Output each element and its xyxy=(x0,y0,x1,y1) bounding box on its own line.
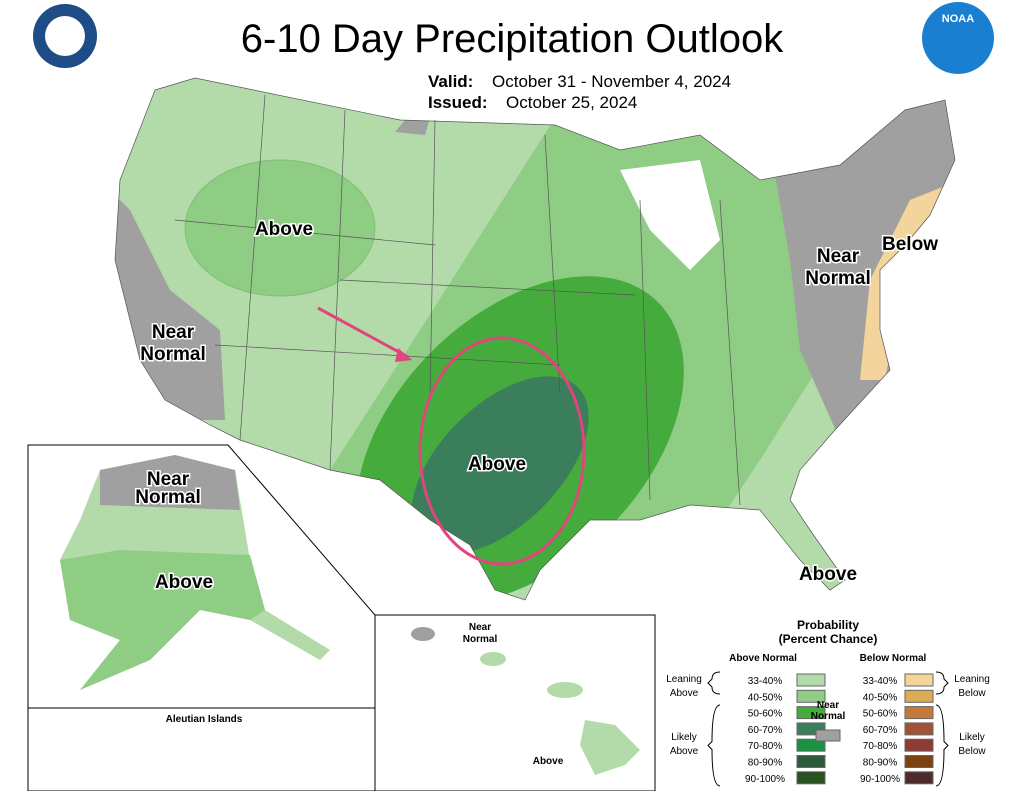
above-60-area xyxy=(411,376,589,554)
legend-subtitle: (Percent Chance) xyxy=(779,632,878,646)
legend-brace xyxy=(935,671,949,695)
region-label: Normal xyxy=(135,487,200,508)
alaska-above xyxy=(60,550,265,690)
legend-item-label: 33-40% xyxy=(863,676,898,687)
region-label: Above xyxy=(155,572,213,593)
legend-item-label: 70-80% xyxy=(863,741,898,752)
legend-item-label: 90-100% xyxy=(860,774,900,785)
region-label: Above xyxy=(255,219,313,240)
hawaii-label: Above xyxy=(533,756,564,767)
above-west-area xyxy=(184,159,376,297)
issued-date: October 25, 2024 xyxy=(506,93,637,112)
legend-item-label: 40-50% xyxy=(863,692,898,703)
legend-near-label: Near xyxy=(817,700,839,711)
kauai xyxy=(411,627,435,641)
noaa-logo xyxy=(922,2,994,74)
legend-swatch xyxy=(904,673,934,687)
commerce-logo-inner xyxy=(45,16,85,56)
legend-brace xyxy=(935,704,949,787)
legend-brace xyxy=(707,704,721,787)
arrow-head xyxy=(395,348,412,362)
legend-item-label: 33-40% xyxy=(748,676,783,687)
region-label: Above xyxy=(468,454,526,475)
legend-swatch xyxy=(796,771,826,785)
region-label: Below xyxy=(882,234,938,255)
legend-near-label: Normal xyxy=(811,711,846,722)
title: 6-10 Day Precipitation Outlook xyxy=(241,17,785,61)
legend-group: Below xyxy=(958,688,986,699)
legend-near-swatch xyxy=(815,729,841,742)
issued-label: Issued: xyxy=(428,93,488,112)
legend-swatch xyxy=(796,755,826,768)
legend-item-label: 70-80% xyxy=(748,741,783,752)
legend-swatch xyxy=(904,755,934,768)
legend-item-label: 80-90% xyxy=(748,758,783,769)
us-outline xyxy=(114,77,956,601)
state-lines xyxy=(174,94,741,506)
legend-brace xyxy=(707,671,721,695)
legend-item-label: 60-70% xyxy=(863,725,898,736)
alaska-near xyxy=(100,455,240,510)
legend-swatch xyxy=(796,738,826,752)
legend-group: Leaning xyxy=(666,674,702,685)
aleutian-label: Aleutian Islands xyxy=(166,714,243,725)
noaa-logo-text: NOAA xyxy=(942,13,974,25)
maui xyxy=(547,682,583,698)
legend-item-label: 50-60% xyxy=(863,709,898,720)
legend-swatch xyxy=(904,722,934,736)
legend-swatch xyxy=(904,738,934,752)
legend-group: Likely xyxy=(959,732,985,743)
legend-group: Below xyxy=(958,746,986,757)
legend-group: Leaning xyxy=(954,674,990,685)
big-island xyxy=(580,720,640,775)
legend-swatch xyxy=(904,706,934,720)
highlight-ellipse xyxy=(418,336,586,566)
hawaii-label: Near xyxy=(469,622,491,633)
near-normal-north xyxy=(395,118,430,135)
hawaii-inset xyxy=(374,614,656,791)
valid-label: Valid: xyxy=(428,72,473,91)
legend-group: Above xyxy=(670,746,699,757)
legend-item-label: 60-70% xyxy=(748,725,783,736)
region-label: Near xyxy=(152,322,195,343)
legend-swatch xyxy=(796,689,826,703)
region-label: Near xyxy=(817,246,860,267)
great-lakes xyxy=(620,160,720,270)
legend-header: Below Normal xyxy=(860,653,927,664)
legend-item-label: 50-60% xyxy=(748,709,783,720)
region-label: Normal xyxy=(805,268,870,289)
oahu xyxy=(480,652,506,666)
legend-swatch xyxy=(796,706,826,720)
region-label: Normal xyxy=(140,344,205,365)
legend-group: Above xyxy=(670,688,699,699)
legend-item-label: 40-50% xyxy=(748,692,783,703)
legend-item-label: 90-100% xyxy=(745,774,785,785)
region-label: Above xyxy=(799,564,857,585)
legend-header: Above Normal xyxy=(729,653,797,664)
legend-item-label: 80-90% xyxy=(863,758,898,769)
legend-swatch xyxy=(904,689,934,703)
highlight-arrow xyxy=(317,306,409,359)
valid-dates: October 31 - November 4, 2024 xyxy=(492,72,731,91)
region-label: Near xyxy=(147,469,190,490)
legend-swatch xyxy=(904,771,934,785)
legend-title: Probability xyxy=(797,618,859,632)
hawaii-label: Normal xyxy=(463,634,498,645)
legend-swatch xyxy=(796,673,826,687)
alaska-inset xyxy=(27,444,376,791)
legend-group: Likely xyxy=(671,732,697,743)
